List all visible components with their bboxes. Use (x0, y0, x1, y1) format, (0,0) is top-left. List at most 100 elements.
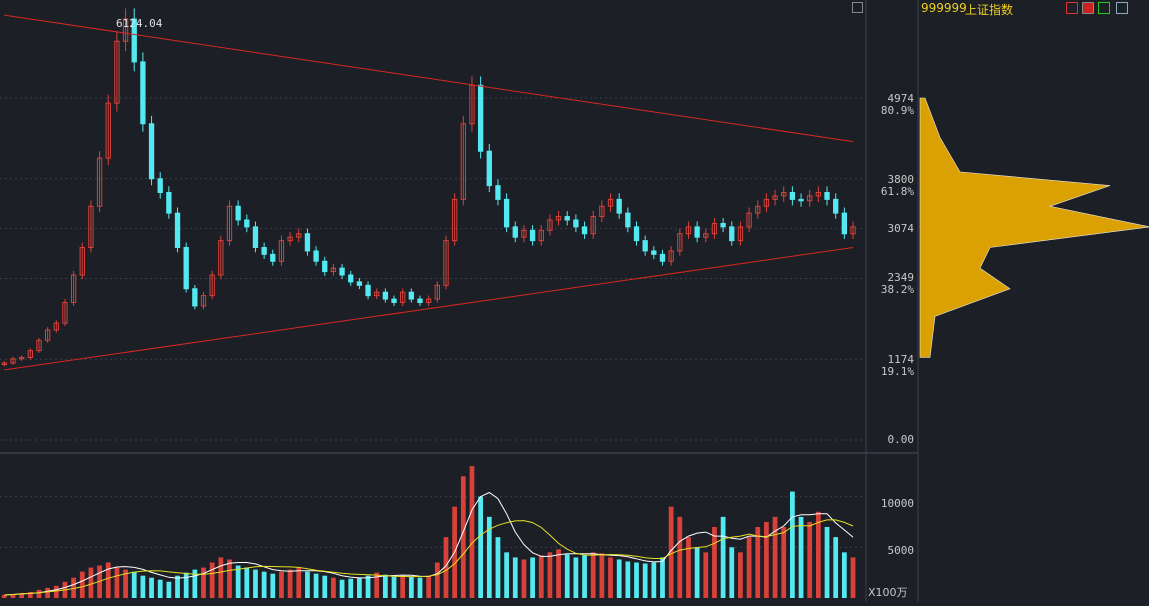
pct-tick-4: 19.1% (880, 365, 914, 378)
candle-body (737, 226, 744, 242)
candle-body (590, 216, 596, 235)
volume-bar (305, 571, 310, 598)
candle-body (252, 226, 259, 248)
candle-body (573, 219, 579, 228)
play-icon[interactable] (1082, 2, 1094, 14)
candle-body (88, 205, 94, 248)
volume-bar (651, 562, 657, 598)
candle-body (495, 185, 501, 200)
candle-body (278, 240, 285, 262)
volume-bar (244, 567, 250, 598)
volume-bar (772, 516, 778, 598)
candle-body (772, 195, 778, 200)
volume-bar (815, 511, 821, 598)
grid-icon[interactable] (1116, 2, 1128, 14)
candle-body (296, 233, 302, 238)
candle-body (105, 102, 111, 159)
volume-bar (460, 476, 466, 598)
candle-body (755, 205, 761, 214)
volume-bar (677, 516, 683, 598)
volume-bar (270, 573, 276, 598)
candle-body (400, 291, 406, 303)
candle-body (131, 18, 137, 63)
candle-body (348, 274, 354, 283)
candle-body (148, 123, 155, 180)
volume-bar (564, 554, 570, 598)
volume-bar (166, 581, 172, 598)
candle-body (79, 247, 85, 276)
candle-body (807, 195, 813, 202)
volume-bar (391, 576, 397, 598)
candle-body (382, 291, 389, 300)
candle-body (244, 219, 250, 228)
candle-body (434, 284, 440, 300)
arrow-icon[interactable] (1098, 2, 1110, 14)
candle-body (746, 212, 752, 228)
candle-body (304, 233, 311, 252)
candle-body (270, 253, 276, 262)
candle-body (408, 291, 415, 300)
volume-bar (417, 577, 423, 598)
volume-bar (530, 557, 535, 598)
candle-body (850, 226, 856, 235)
volume-bar (27, 591, 33, 598)
stock-name: 上证指数 (965, 3, 1014, 17)
volume-bar (201, 567, 206, 598)
volume-bar (322, 575, 328, 598)
volume-bar (590, 552, 596, 598)
candle-body (486, 150, 492, 187)
candle-body (642, 240, 648, 252)
volume-bar (582, 555, 587, 598)
candle-body (36, 339, 42, 352)
price-tick-1: 3800 (887, 173, 915, 186)
candle-body (503, 198, 510, 228)
volume-bar (175, 575, 180, 598)
volume-profile (919, 97, 1149, 358)
candle-body (417, 298, 423, 303)
volume-bar (287, 569, 293, 598)
price-tick-0: 4974 (887, 92, 915, 105)
candle-body (711, 222, 718, 235)
candle-body (44, 329, 51, 341)
candle-body (798, 198, 804, 202)
pct-tick-3: 38.2% (880, 283, 914, 296)
candle-body (322, 260, 328, 273)
candle-body (391, 298, 397, 303)
volume-bar (764, 521, 769, 598)
candle-body (703, 233, 709, 238)
price-tick-2: 3074 (887, 222, 915, 235)
volume-bar (192, 569, 198, 598)
volume-bar (357, 577, 362, 598)
volume-bar (123, 569, 128, 598)
volume-bar (88, 567, 94, 598)
candle-body (581, 226, 588, 235)
volume-bar (486, 516, 492, 598)
volume-bar (556, 549, 561, 598)
chart-flag-icon[interactable] (1066, 2, 1078, 14)
volume-bar (755, 527, 761, 598)
volume-bar (79, 571, 85, 598)
candle-body (218, 240, 224, 276)
volume-bar (313, 573, 319, 598)
candle-body (651, 250, 657, 255)
candle-body (96, 157, 103, 207)
volume-bar (660, 557, 665, 598)
volume-bar (331, 577, 336, 598)
candle-body (200, 295, 207, 307)
volume-bar (374, 572, 380, 598)
volume-bar (781, 527, 787, 598)
volume-bar (616, 559, 622, 598)
price-tick-4: 1174 (887, 353, 915, 366)
candle-body (18, 357, 25, 360)
candle-body (62, 302, 68, 324)
volume-bar (599, 553, 605, 598)
pct-tick-0: 80.9% (880, 104, 914, 117)
candle-body (729, 226, 735, 242)
candle-body (443, 240, 449, 286)
volume-bar (235, 565, 241, 598)
volume-bar (10, 593, 16, 598)
window-icon[interactable] (852, 2, 863, 13)
volume-bar (738, 552, 743, 598)
volume-bar (114, 567, 120, 598)
